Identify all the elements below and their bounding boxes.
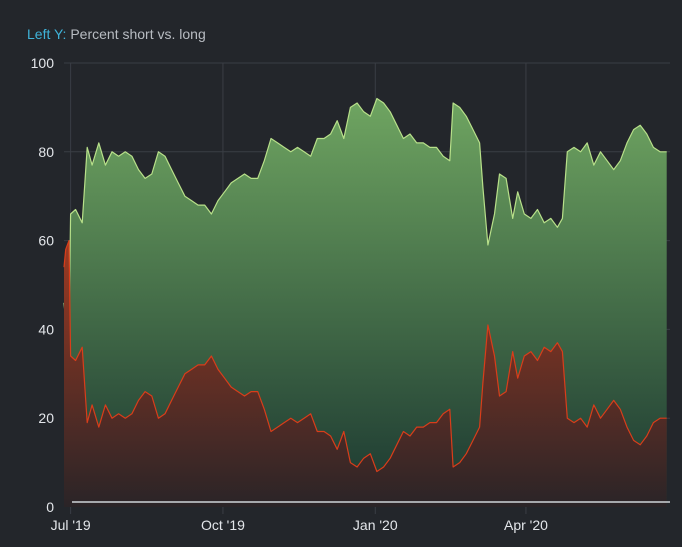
long-series-line: [63, 97, 667, 330]
y-tick-label: 20: [38, 410, 54, 426]
x-tick-label: Apr '20: [504, 517, 548, 533]
axis-title: Percent short vs. long: [70, 26, 206, 42]
y-tick-label: 80: [38, 144, 54, 160]
short-series-area: [64, 240, 667, 507]
x-tick-label: Jan '20: [353, 517, 398, 533]
short-series-line: [63, 240, 667, 473]
left-axis-caption: Left Y: Percent short vs. long: [27, 26, 206, 42]
y-tick-label: 0: [46, 499, 54, 515]
x-tick-label: Jul '19: [51, 517, 91, 533]
y-tick-label: 40: [38, 321, 54, 337]
y-tick-label: 60: [38, 233, 54, 249]
axis-side-label: Left Y:: [27, 26, 67, 42]
x-tick-label: Oct '19: [201, 517, 245, 533]
y-tick-label: 100: [31, 55, 55, 71]
